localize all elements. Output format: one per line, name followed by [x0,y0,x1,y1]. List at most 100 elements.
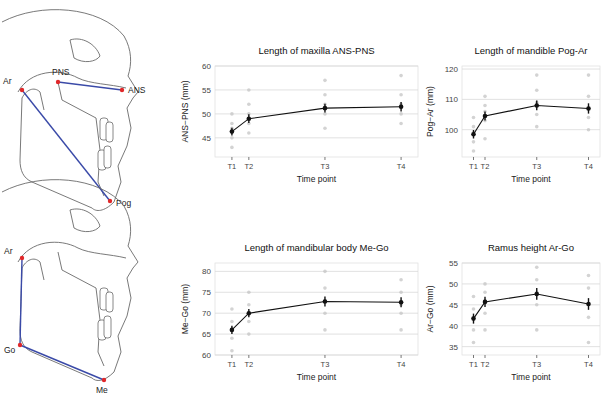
landmark-point [18,343,22,347]
mean-point [483,114,488,119]
y-tick-label: 100 [445,126,459,135]
mean-point [586,302,591,307]
skull-outline [58,82,96,118]
individual-point [230,349,234,353]
y-axis-title: Me−Go (mm) [180,284,190,334]
data-layer [230,74,404,149]
landmark-point [56,80,60,84]
individual-point [399,93,403,97]
skull-outline [20,89,92,208]
chart-title: Length of mandibular body Me-Go [244,242,388,253]
y-tick-label: 75 [202,288,211,297]
x-tick [485,157,486,160]
x-tick-label: T2 [481,360,490,369]
mean-point [247,116,252,121]
mean-point [230,328,235,333]
y-tick-label: 55 [202,86,211,95]
individual-point [483,311,487,315]
x-tick-label: T4 [397,162,406,171]
x-tick [485,355,486,358]
individual-point [230,146,234,150]
individual-point [399,278,403,282]
individual-point [323,328,327,332]
skull-outline [18,242,126,262]
chart-panel: 3540455055T1T2T3T4Ramus height Ar-GoTime… [425,242,600,382]
grid-line [215,89,418,90]
x-tick-label: T3 [532,360,541,369]
individual-point [535,303,539,307]
individual-point [587,107,591,111]
individual-point [587,316,591,320]
y-axis-title: Ar−Go (mm) [425,285,435,332]
y-tick-label: 70 [202,309,211,318]
landmark-label: Me [96,385,108,395]
x-tick [324,355,325,358]
x-tick-label: T4 [584,360,593,369]
measure-line [20,258,22,345]
tooth [106,122,113,142]
x-tick-label: T1 [228,360,237,369]
mean-point [586,106,591,111]
x-axis-title: Time point [511,174,551,184]
y-tick-label: 80 [202,267,211,276]
x-axis-title: Time point [511,372,551,382]
individual-point [472,116,476,120]
individual-point [323,270,327,274]
individual-point [535,125,539,129]
mean-point [399,300,404,305]
individual-point [587,341,591,345]
y-tick-label: 45 [449,301,458,310]
individual-point [535,113,539,117]
cephalometric-diagram: ArGoMe [2,180,138,395]
individual-point [399,311,403,315]
x-tick [473,355,474,358]
individual-point [399,112,403,116]
data-layer [230,270,404,353]
individual-point [230,136,234,140]
landmark-point [120,88,124,92]
plot-frame [462,263,600,355]
x-tick [324,157,325,160]
x-tick-label: T2 [244,360,253,369]
grid-line [462,69,600,70]
individual-point [230,320,234,324]
individual-point [483,282,487,286]
x-tick [248,355,249,358]
y-tick-label: 45 [202,134,211,143]
landmark-point [102,378,106,382]
grid-line [215,113,418,114]
mean-point [471,132,476,137]
individual-point [472,140,476,144]
x-tick-label: T4 [397,360,406,369]
y-tick-label: 60 [202,62,211,71]
individual-point [535,73,539,77]
mean-point [471,316,476,321]
individual-point [587,95,591,99]
x-tick [473,157,474,160]
y-axis-title: ANS−PNS (mm) [180,80,190,142]
mean-line [232,107,401,132]
x-tick [401,157,402,160]
grid-line [215,271,418,272]
mean-line [232,301,401,329]
measure-line [20,345,104,380]
individual-point [247,131,251,135]
grid-line [215,137,418,138]
x-tick-label: T2 [244,162,253,171]
y-tick-label: 40 [449,322,458,331]
y-tick-label: 65 [202,330,211,339]
individual-point [587,286,591,290]
data-layer [471,73,591,152]
individual-point [483,137,487,141]
individual-point [472,295,476,299]
individual-point [399,328,403,332]
individual-point [323,93,327,97]
x-axis-title: Time point [297,174,337,184]
y-tick-label: 120 [445,65,459,74]
individual-point [399,122,403,126]
individual-point [230,112,234,116]
skull-outline [70,39,100,62]
mean-point [534,103,539,108]
individual-point [483,328,487,332]
individual-point [323,79,327,83]
